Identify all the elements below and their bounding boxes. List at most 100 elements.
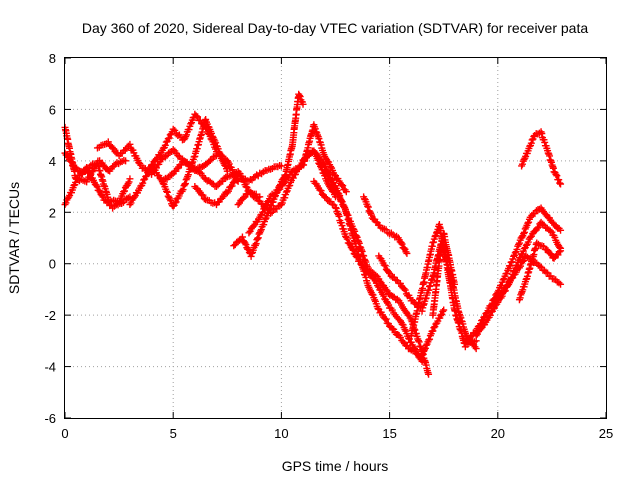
- data-point: [363, 261, 371, 269]
- data-point: [332, 185, 339, 193]
- x-tick-label: 5: [170, 426, 177, 441]
- data-point: [335, 212, 343, 220]
- data-point: [241, 239, 249, 247]
- data-series: [518, 128, 565, 188]
- data-point: [281, 194, 289, 202]
- data-point: [536, 262, 544, 270]
- data-series: [360, 193, 411, 257]
- data-point: [212, 139, 220, 147]
- data-point: [228, 166, 236, 174]
- data-point: [98, 192, 106, 200]
- data-point: [382, 285, 390, 293]
- data-point: [364, 203, 372, 211]
- data-series: [158, 116, 231, 210]
- data-point: [355, 239, 363, 247]
- data-point: [295, 92, 303, 100]
- x-axis-ticks: 0 5 10 15 20 25: [61, 58, 613, 441]
- data-point: [187, 165, 195, 173]
- data-point: [555, 279, 563, 287]
- data-point: [317, 187, 325, 195]
- data-point: [546, 250, 554, 258]
- data-point: [425, 336, 433, 344]
- data-point: [257, 227, 265, 235]
- data-series: [515, 239, 565, 304]
- data-point: [165, 134, 173, 142]
- data-point: [67, 158, 75, 166]
- data-point: [142, 173, 150, 181]
- data-point: [315, 135, 323, 143]
- data-point: [200, 195, 208, 203]
- data-point: [416, 342, 424, 350]
- data-point: [380, 225, 388, 233]
- data-point: [212, 182, 220, 190]
- data-point: [93, 183, 101, 191]
- data-point: [556, 179, 564, 187]
- data-point: [277, 162, 285, 170]
- data-point: [126, 201, 134, 209]
- data-point: [348, 245, 356, 253]
- data-point: [361, 257, 369, 265]
- data-point: [299, 100, 307, 108]
- data-point: [161, 141, 169, 149]
- data-point: [331, 171, 339, 179]
- data-point: [125, 178, 133, 186]
- data-point: [398, 240, 406, 248]
- data-point: [542, 268, 550, 276]
- data-point: [246, 189, 254, 197]
- data-point: [372, 271, 380, 279]
- data-point: [276, 185, 284, 193]
- data-point: [520, 228, 528, 236]
- data-point: [472, 332, 480, 340]
- data-point: [167, 197, 175, 205]
- data-point: [519, 157, 527, 165]
- data-point: [364, 265, 372, 273]
- y-axis-label: SDTVAR / TECUs: [6, 182, 22, 294]
- data-point: [392, 276, 400, 284]
- data-point: [232, 176, 240, 184]
- data-point: [440, 306, 448, 314]
- data-point: [360, 252, 368, 260]
- data-point: [270, 191, 278, 199]
- data-point: [388, 325, 396, 333]
- data-point: [271, 190, 279, 198]
- data-point: [195, 168, 203, 176]
- data-point: [240, 194, 248, 202]
- data-point: [524, 219, 532, 227]
- data-point: [234, 201, 242, 209]
- data-point: [296, 93, 304, 101]
- data-point: [214, 145, 222, 153]
- data-point: [332, 204, 339, 212]
- data-point: [305, 151, 313, 159]
- data-point: [513, 245, 521, 253]
- data-point: [181, 180, 189, 188]
- data-point: [169, 125, 177, 133]
- data-point: [400, 244, 408, 252]
- data-point: [164, 135, 172, 143]
- data-point: [431, 233, 439, 241]
- data-point: [206, 156, 214, 164]
- data-point: [121, 187, 129, 195]
- data-series: [429, 240, 480, 353]
- data-point: [169, 146, 177, 154]
- data-point: [410, 345, 418, 353]
- data-point: [532, 207, 540, 215]
- data-point: [401, 286, 409, 294]
- y-tick-label: -6: [44, 411, 56, 426]
- data-point: [499, 276, 507, 284]
- data-point: [520, 230, 528, 238]
- grid: [65, 58, 606, 418]
- data-series: [321, 167, 433, 378]
- data-point: [163, 188, 171, 196]
- data-series: [61, 163, 134, 212]
- data-point: [430, 324, 438, 332]
- data-point: [426, 335, 434, 343]
- data-point: [504, 281, 512, 289]
- x-tick-label: 10: [274, 426, 288, 441]
- data-point: [352, 232, 360, 240]
- data-point: [538, 129, 546, 137]
- data-point: [256, 229, 264, 237]
- data-point: [321, 193, 329, 201]
- plot-frame: [64, 57, 607, 419]
- data-point: [533, 224, 541, 232]
- data-point: [335, 193, 343, 201]
